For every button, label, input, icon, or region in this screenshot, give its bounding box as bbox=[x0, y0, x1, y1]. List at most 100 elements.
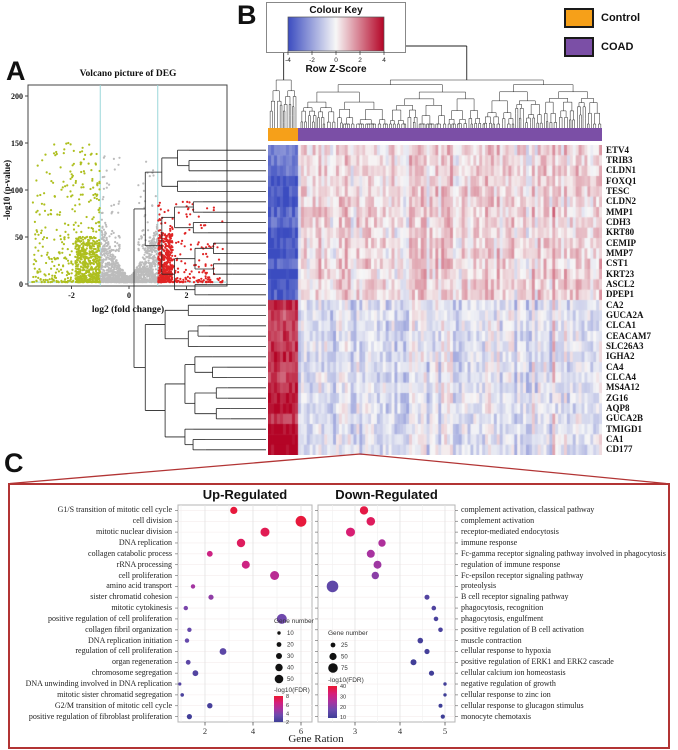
volcano-point bbox=[115, 268, 118, 271]
volcano-point bbox=[197, 265, 200, 268]
volcano-point bbox=[79, 151, 82, 154]
volcano-point bbox=[104, 231, 107, 234]
volcano-point bbox=[175, 280, 179, 284]
up-term-label: DNA replication initiation bbox=[88, 635, 172, 645]
volcano-point bbox=[77, 272, 81, 275]
volcano-point bbox=[93, 275, 96, 278]
volcano-point bbox=[85, 270, 88, 273]
volcano-point bbox=[99, 275, 102, 278]
volcano-point bbox=[93, 251, 96, 254]
volcano-point bbox=[66, 280, 69, 284]
volcano-point bbox=[67, 236, 70, 239]
volcano-point bbox=[177, 279, 180, 282]
volcano-point bbox=[72, 184, 75, 187]
volcano-point bbox=[91, 177, 94, 181]
volcano-point bbox=[102, 275, 105, 278]
volcano-point bbox=[31, 280, 34, 284]
x-tick-label: 3 bbox=[353, 726, 357, 736]
volcano-point bbox=[137, 272, 140, 275]
volcano-point bbox=[141, 278, 144, 281]
volcano-point bbox=[108, 245, 111, 248]
go-term-dot bbox=[208, 594, 214, 600]
down-term-label: complement activation, classical pathway bbox=[461, 505, 595, 515]
x-tick-label: 2 bbox=[203, 726, 207, 736]
down-term-label: complement activation bbox=[461, 516, 535, 526]
volcano-point bbox=[76, 265, 79, 268]
volcano-point bbox=[48, 278, 51, 281]
volcano-point bbox=[96, 182, 99, 185]
key-tick-label: -2 bbox=[309, 57, 315, 64]
volcano-point bbox=[82, 247, 85, 250]
volcano-point bbox=[108, 249, 111, 252]
volcano-point bbox=[45, 171, 48, 174]
volcano-point bbox=[98, 169, 101, 173]
heatmap-gene-label: GUCA2B bbox=[606, 413, 644, 424]
volcano-point bbox=[104, 273, 107, 276]
volcano-point bbox=[97, 265, 101, 268]
callout-line-left bbox=[9, 453, 361, 485]
volcano-point bbox=[109, 273, 113, 276]
volcano-point bbox=[109, 275, 112, 278]
volcano-point bbox=[94, 281, 97, 284]
volcano-point bbox=[148, 256, 151, 259]
volcano-point bbox=[68, 272, 71, 275]
heatmap-gene-label: DPEP1 bbox=[606, 289, 634, 300]
volcano-point bbox=[108, 276, 111, 280]
volcano-point bbox=[32, 280, 36, 283]
volcano-point bbox=[117, 266, 120, 269]
volcano-point bbox=[98, 280, 101, 283]
volcano-point bbox=[108, 235, 111, 238]
up-term-label: organ regeneration bbox=[111, 657, 172, 667]
volcano-point bbox=[53, 238, 56, 241]
volcano-point bbox=[216, 277, 219, 280]
volcano-y-axis-label: -log10 (p-value) bbox=[2, 160, 12, 220]
volcano-point bbox=[81, 150, 84, 153]
volcano-point bbox=[45, 236, 49, 240]
volcano-point bbox=[97, 208, 100, 211]
up-term-label: positive regulation of cell proliferatio… bbox=[48, 613, 172, 623]
volcano-point bbox=[55, 152, 58, 156]
heatmap-gene-label: CLCA4 bbox=[606, 371, 637, 382]
fdr-legend-bar bbox=[274, 696, 283, 722]
volcano-point bbox=[69, 143, 72, 146]
volcano-point bbox=[75, 250, 78, 254]
volcano-point bbox=[55, 279, 58, 283]
volcano-point bbox=[103, 249, 106, 252]
y-tick-label: 50 bbox=[15, 233, 23, 242]
volcano-point bbox=[103, 234, 107, 237]
volcano-point bbox=[182, 278, 185, 281]
volcano-point bbox=[71, 208, 74, 211]
volcano-point bbox=[143, 274, 146, 277]
volcano-point bbox=[80, 243, 83, 246]
volcano-point bbox=[151, 204, 154, 207]
fdr-legend-tick: 40 bbox=[340, 684, 346, 690]
volcano-point bbox=[115, 281, 118, 284]
panel-b-letter: B bbox=[237, 0, 257, 30]
volcano-point bbox=[46, 279, 49, 282]
volcano-point bbox=[154, 265, 157, 268]
down-term-label: muscle contraction bbox=[461, 635, 522, 645]
volcano-point bbox=[53, 276, 56, 279]
gene-number-legend-dot bbox=[330, 642, 336, 648]
y-tick-label: 150 bbox=[11, 139, 23, 148]
volcano-point bbox=[163, 249, 166, 253]
volcano-point bbox=[79, 193, 82, 196]
down-term-label: negative regulation of growth bbox=[461, 679, 556, 689]
volcano-point bbox=[100, 211, 103, 215]
volcano-point bbox=[89, 242, 92, 245]
volcano-point bbox=[206, 278, 209, 281]
volcano-point bbox=[84, 264, 87, 267]
up-term-label: G1/S transition of mitotic cell cycle bbox=[57, 505, 172, 515]
volcano-point bbox=[39, 270, 42, 273]
volcano-point bbox=[72, 279, 75, 282]
heatmap-gene-label: CDH3 bbox=[606, 216, 631, 227]
volcano-point bbox=[153, 240, 156, 243]
fdr-legend-tick: 20 bbox=[340, 705, 346, 711]
go-term-dot bbox=[417, 637, 424, 644]
volcano-point bbox=[188, 272, 191, 276]
volcano-point bbox=[72, 242, 75, 245]
volcano-point bbox=[116, 261, 119, 264]
volcano-point bbox=[81, 193, 84, 196]
go-term-dot bbox=[190, 584, 196, 589]
